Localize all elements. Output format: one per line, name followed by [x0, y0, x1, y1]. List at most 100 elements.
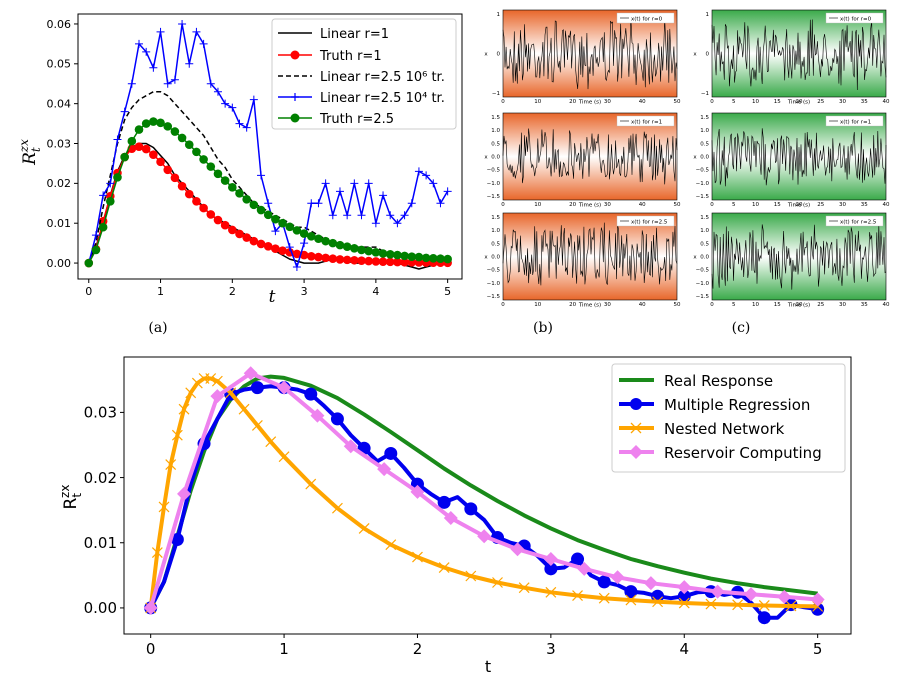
data-point: [421, 253, 431, 263]
data-point: [242, 123, 251, 132]
mini-ylabel: x: [693, 255, 697, 261]
mini-y-tick: 0.5: [700, 141, 709, 147]
mini-y-tick: −1.0: [487, 181, 501, 187]
legend-d-marker-3: [630, 422, 642, 434]
data-point: [321, 253, 330, 263]
data-point: [178, 19, 187, 28]
legend-d-label-1: Real Response: [664, 372, 773, 390]
data-point: [335, 240, 345, 250]
y-tick-label: 0.00: [47, 257, 72, 270]
noise-trace: [711, 224, 887, 290]
data-point: [84, 258, 94, 268]
data-point: [191, 377, 203, 389]
y-tick-label: 0.04: [47, 98, 72, 111]
mini-y-tick: 0.5: [491, 141, 500, 147]
data-point: [643, 576, 658, 591]
data-point: [510, 542, 525, 557]
data-point: [271, 244, 280, 254]
series-panel-frame: [711, 112, 887, 201]
mini-y-tick: −1: [701, 91, 709, 97]
chart-a: 0 1 2 3 4 50.000.010.020.030.040.050.06 Rtzx …: [17, 13, 463, 336]
data-point: [192, 27, 201, 36]
x-tick-label: 0: [146, 640, 156, 658]
mini-ylabel: x: [484, 155, 488, 161]
data-point: [249, 200, 259, 210]
data-point: [300, 239, 309, 248]
mini-x-tick: 0: [501, 99, 505, 105]
data-point: [342, 255, 352, 265]
data-point: [278, 246, 287, 256]
data-point: [350, 255, 359, 265]
x-tick-label: 2: [229, 285, 236, 298]
data-point: [177, 486, 192, 501]
data-point: [170, 173, 180, 183]
data-point: [249, 95, 258, 104]
data-point: [350, 244, 359, 253]
data-point: [543, 552, 558, 567]
mini-y-tick: −1.5: [696, 294, 710, 300]
data-point: [292, 249, 302, 259]
data-point: [170, 127, 180, 136]
x-tick-label: 0: [85, 285, 92, 298]
mini-legend-label: x(t) for r=2.5: [631, 220, 668, 226]
series-panel-frame: [502, 112, 678, 201]
data-point: [306, 232, 316, 241]
mini-y-tick: −0.5: [696, 268, 710, 274]
data-point: [238, 403, 250, 415]
data-point: [251, 420, 263, 431]
mini-x-tick: 10: [752, 202, 759, 208]
data-point: [710, 584, 725, 599]
data-point: [199, 39, 208, 48]
data-point: [571, 552, 585, 566]
data-point: [465, 570, 477, 582]
data-point: [357, 245, 366, 255]
mini-y-tick: 0.0: [491, 155, 500, 161]
mini-x-tick: 0: [501, 202, 505, 208]
y-tick-label: 0.00: [84, 599, 117, 617]
mini-x-tick: 10: [752, 99, 759, 105]
series-panel-frame: [711, 9, 887, 98]
data-point: [422, 171, 431, 180]
chart-d-series: [143, 366, 825, 625]
data-point: [228, 103, 237, 112]
mini-x-tick: 40: [639, 202, 646, 208]
mini-legend-label: x(t) for r=2.5: [840, 220, 877, 226]
data-point: [335, 187, 344, 196]
data-point: [545, 586, 557, 598]
data-point: [393, 219, 402, 228]
data-point: [99, 191, 108, 200]
data-point: [438, 562, 450, 573]
data-point: [777, 589, 792, 604]
legend-d-label-2: Multiple Regression: [664, 396, 810, 414]
data-point: [377, 462, 392, 477]
data-point: [163, 79, 172, 88]
data-point: [385, 539, 397, 551]
data-point: [105, 196, 115, 206]
data-point: [228, 225, 237, 235]
legend-a-label-2: Truth r=1: [319, 49, 382, 64]
mini-ylabel: x: [693, 155, 697, 161]
x-tick-label: 1: [279, 640, 289, 658]
data-point: [378, 249, 388, 258]
x-tick-label: 4: [679, 640, 689, 658]
data-point: [364, 179, 373, 188]
data-point: [436, 254, 445, 263]
mini-x-tick: 5: [732, 99, 736, 105]
data-point: [757, 611, 771, 625]
data-point: [285, 243, 294, 252]
data-point: [171, 429, 183, 441]
mini-x-tick: 30: [604, 302, 611, 308]
caption-b: (b): [533, 320, 553, 336]
data-point: [120, 152, 129, 162]
data-point: [410, 484, 425, 499]
data-point: [332, 502, 343, 514]
noise-trace: [502, 17, 678, 90]
data-point: [414, 252, 424, 262]
y-tick-label: 0.01: [84, 534, 117, 552]
data-point: [443, 510, 458, 525]
data-point: [385, 249, 395, 259]
mini-x-tick: 40: [883, 99, 890, 105]
legend-d-label-4: Reservoir Computing: [664, 444, 822, 462]
series-panel-frame: [502, 9, 678, 98]
mini-x-tick: 20: [796, 302, 803, 308]
